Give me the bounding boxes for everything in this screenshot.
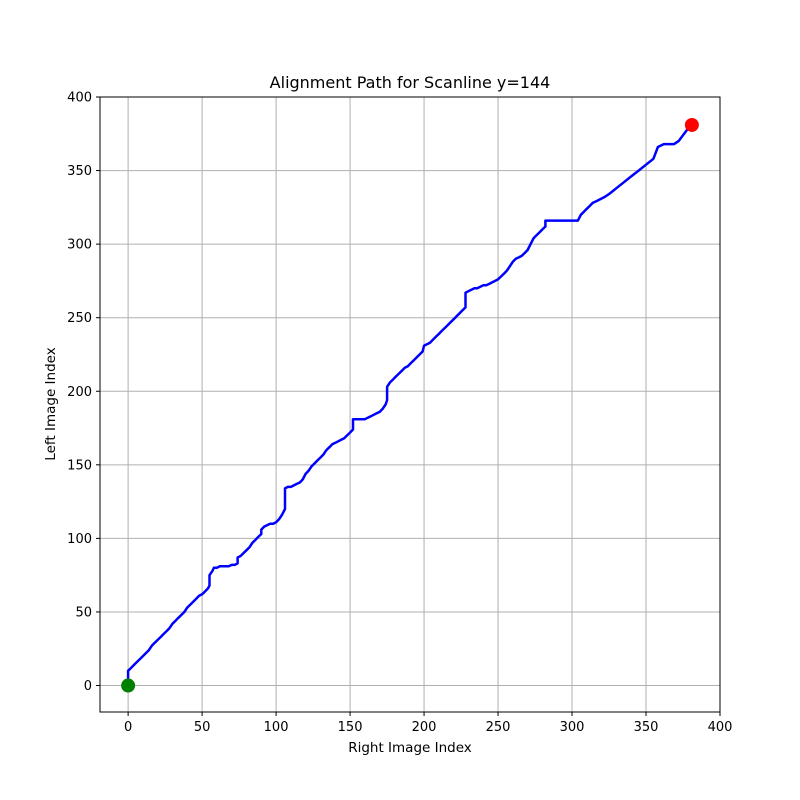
y-tick-label: 300 <box>67 238 92 253</box>
tick-layer: 0 50 100 150 200 250 300 350 400 0 50 100 150 200 250 3… <box>67 91 732 736</box>
grid-layer <box>100 96 721 712</box>
y-tick-label: 150 <box>67 458 92 473</box>
y-tick-label: 50 <box>75 605 92 620</box>
x-tick-label: 300 <box>560 720 585 735</box>
x-tick-label: 350 <box>634 720 659 735</box>
end-point-marker <box>684 117 699 132</box>
marker-layer <box>121 117 699 693</box>
x-tick-label: 100 <box>264 720 289 735</box>
series-layer <box>126 124 693 686</box>
x-tick-label: 250 <box>486 720 511 735</box>
x-tick-label: 0 <box>124 720 132 735</box>
alignment-path-line <box>126 124 693 686</box>
x-tick-label: 50 <box>194 720 211 735</box>
y-tick-label: 0 <box>84 679 92 694</box>
x-tick-label: 200 <box>412 720 437 735</box>
y-tick-label: 200 <box>67 385 92 400</box>
x-axis-label: Right Image Index <box>348 740 472 756</box>
y-tick-label: 250 <box>67 311 92 326</box>
y-tick-label: 350 <box>67 164 92 179</box>
x-tick-label: 400 <box>708 720 733 735</box>
x-tick-label: 150 <box>338 720 363 735</box>
chart-title: Alignment Path for Scanline y=144 <box>270 73 551 92</box>
y-tick-label: 400 <box>67 91 92 106</box>
plot-frame <box>99 96 721 713</box>
y-axis-label: Left Image Index <box>43 347 59 460</box>
y-tick-label: 100 <box>67 532 92 547</box>
start-point-marker <box>121 678 136 693</box>
